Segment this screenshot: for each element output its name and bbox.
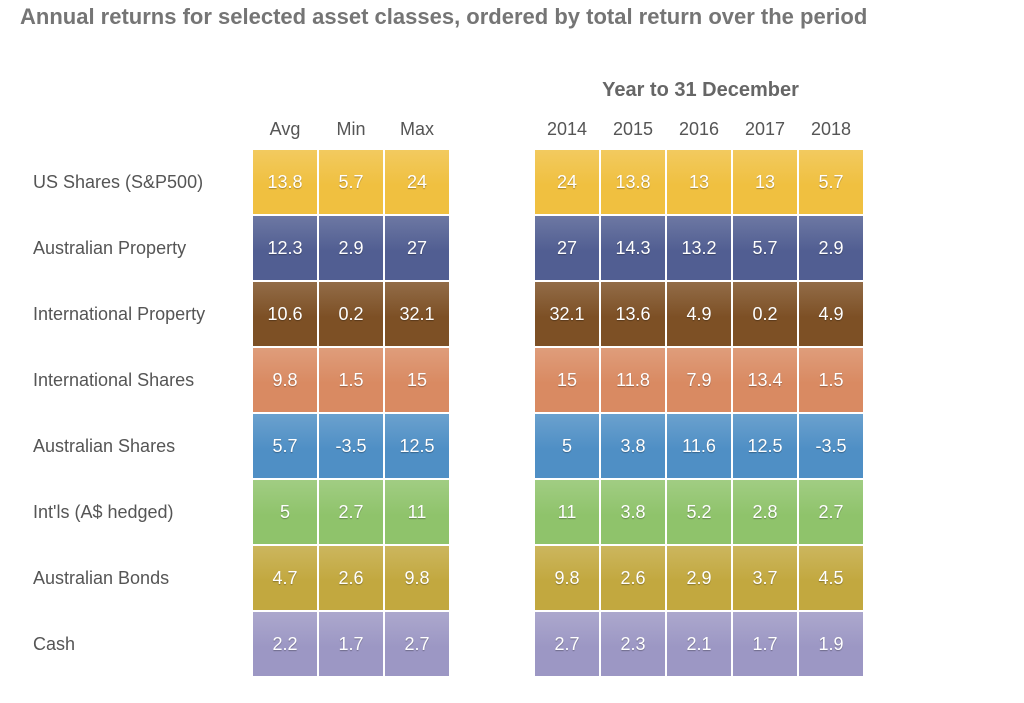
row-label: Australian Bonds xyxy=(33,568,170,588)
year-cell-2018: 4.9 xyxy=(799,282,863,346)
row-label: Australian Property xyxy=(33,238,187,258)
year-cell-2018: -3.5 xyxy=(799,414,863,478)
year-cell-2017: 5.7 xyxy=(733,216,797,280)
year-cell-2018: 2.7 xyxy=(799,480,863,544)
year-cell-2016: 11.6 xyxy=(667,414,731,478)
year-cell-2015: 2.3 xyxy=(601,612,665,676)
year-group-title: Year to 31 December xyxy=(602,79,799,101)
year-cell-2016: 2.1 xyxy=(667,612,731,676)
row-label: Int'ls (A$ hedged) xyxy=(33,502,174,522)
year-cell-2017: 12.5 xyxy=(733,414,797,478)
min-cell: 2.9 xyxy=(319,216,383,280)
year-cell-2018: 5.7 xyxy=(799,150,863,214)
year-cell-2014: 5 xyxy=(535,414,599,478)
year-cell-2014: 32.1 xyxy=(535,282,599,346)
year-cell-2015: 2.6 xyxy=(601,546,665,610)
column-header-2016: 2016 xyxy=(678,119,720,139)
min-cell: 0.2 xyxy=(319,282,383,346)
year-cell-2014: 15 xyxy=(535,348,599,412)
column-header-avg: Avg xyxy=(269,119,301,139)
max-cell: 11 xyxy=(385,480,449,544)
year-cell-2018: 1.5 xyxy=(799,348,863,412)
max-cell: 9.8 xyxy=(385,546,449,610)
max-cell: 27 xyxy=(385,216,449,280)
chart-title: Annual returns for selected asset classe… xyxy=(20,4,868,29)
max-cell: 12.5 xyxy=(385,414,449,478)
avg-cell: 5 xyxy=(253,480,317,544)
year-cell-2014: 11 xyxy=(535,480,599,544)
avg-cell: 4.7 xyxy=(253,546,317,610)
avg-cell: 10.6 xyxy=(253,282,317,346)
column-header-2017: 2017 xyxy=(744,119,786,139)
avg-cell: 13.8 xyxy=(253,150,317,214)
year-cell-2017: 2.8 xyxy=(733,480,797,544)
year-cell-2015: 3.8 xyxy=(601,480,665,544)
row-label: International Shares xyxy=(33,370,195,390)
year-cell-2018: 4.5 xyxy=(799,546,863,610)
min-cell: 5.7 xyxy=(319,150,383,214)
min-cell: -3.5 xyxy=(319,414,383,478)
year-cell-2016: 2.9 xyxy=(667,546,731,610)
year-cell-2016: 13.2 xyxy=(667,216,731,280)
max-cell: 32.1 xyxy=(385,282,449,346)
avg-cell: 2.2 xyxy=(253,612,317,676)
year-cell-2015: 13.6 xyxy=(601,282,665,346)
max-cell: 15 xyxy=(385,348,449,412)
avg-cell: 12.3 xyxy=(253,216,317,280)
column-header-2018: 2018 xyxy=(810,119,852,139)
year-cell-2017: 0.2 xyxy=(733,282,797,346)
row-label: International Property xyxy=(33,304,206,324)
max-cell: 24 xyxy=(385,150,449,214)
year-cell-2014: 9.8 xyxy=(535,546,599,610)
year-cell-2016: 4.9 xyxy=(667,282,731,346)
year-cell-2018: 2.9 xyxy=(799,216,863,280)
year-cell-2014: 2.7 xyxy=(535,612,599,676)
min-cell: 2.7 xyxy=(319,480,383,544)
year-cell-2018: 1.9 xyxy=(799,612,863,676)
row-label: Australian Shares xyxy=(33,436,176,456)
column-header-2014: 2014 xyxy=(546,119,588,139)
year-cell-2017: 3.7 xyxy=(733,546,797,610)
column-header-2015: 2015 xyxy=(612,119,654,139)
row-label: US Shares (S&P500) xyxy=(33,172,204,192)
max-cell: 2.7 xyxy=(385,612,449,676)
row-label: Cash xyxy=(33,634,76,654)
year-cell-2015: 3.8 xyxy=(601,414,665,478)
year-cell-2014: 24 xyxy=(535,150,599,214)
year-cell-2017: 1.7 xyxy=(733,612,797,676)
year-cell-2014: 27 xyxy=(535,216,599,280)
year-cell-2015: 14.3 xyxy=(601,216,665,280)
year-cell-2016: 7.9 xyxy=(667,348,731,412)
min-cell: 1.5 xyxy=(319,348,383,412)
year-cell-2016: 5.2 xyxy=(667,480,731,544)
min-cell: 1.7 xyxy=(319,612,383,676)
column-header-min: Min xyxy=(336,119,366,139)
avg-cell: 5.7 xyxy=(253,414,317,478)
year-cell-2015: 11.8 xyxy=(601,348,665,412)
column-header-max: Max xyxy=(399,119,434,139)
year-cell-2017: 13.4 xyxy=(733,348,797,412)
year-cell-2016: 13 xyxy=(667,150,731,214)
year-cell-2015: 13.8 xyxy=(601,150,665,214)
min-cell: 2.6 xyxy=(319,546,383,610)
year-cell-2017: 13 xyxy=(733,150,797,214)
avg-cell: 9.8 xyxy=(253,348,317,412)
